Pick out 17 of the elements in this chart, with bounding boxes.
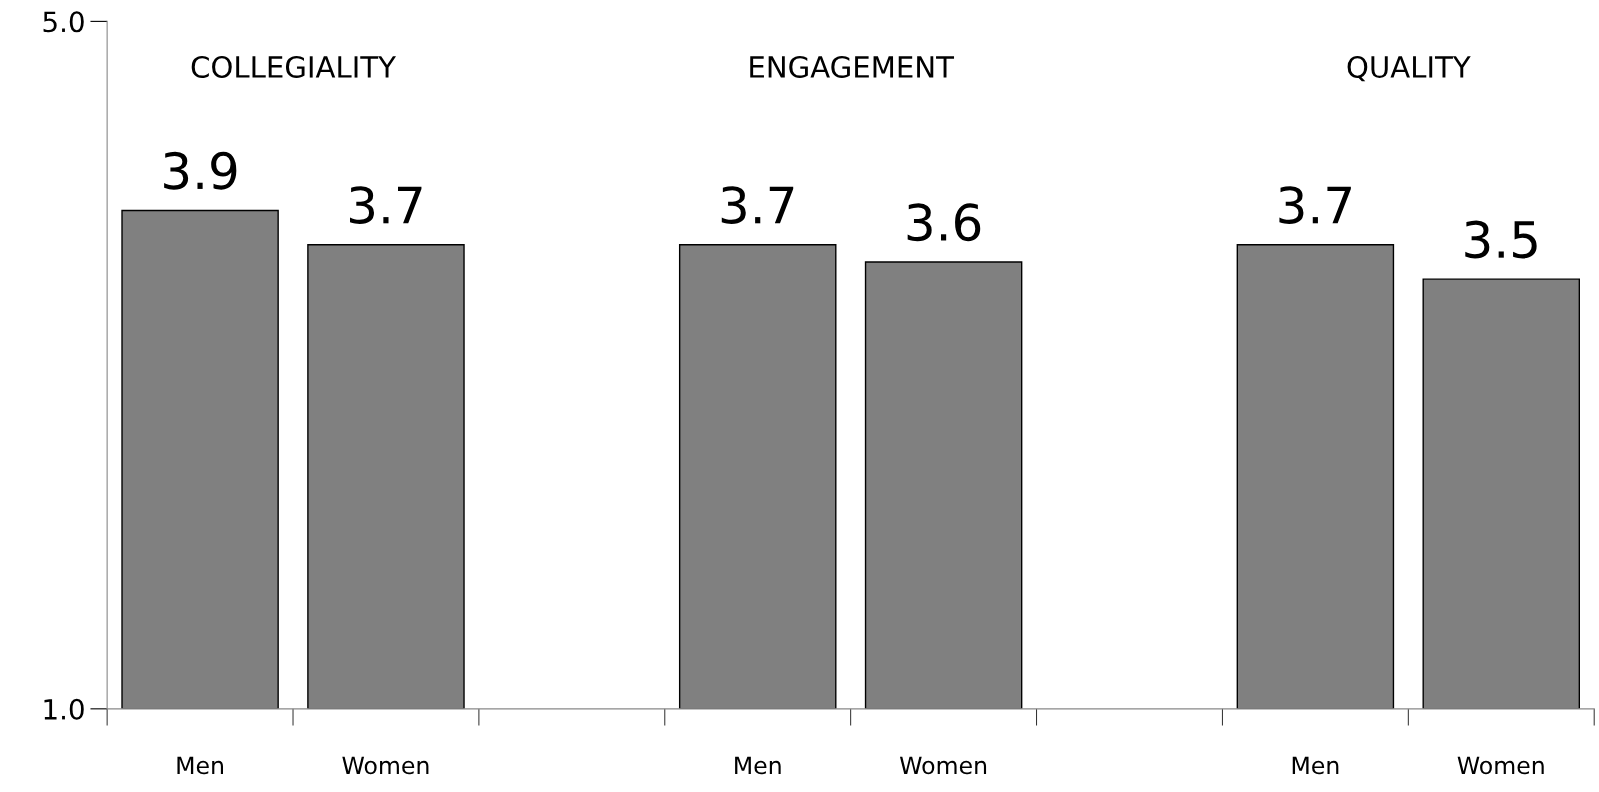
y-tick-label: 5.0	[43, 11, 84, 33]
data-label: 3.7	[350, 186, 422, 225]
data-label: 3.5	[1465, 220, 1537, 259]
annotation: QUALITY	[1347, 55, 1471, 82]
x-tick-label: Women	[342, 756, 429, 775]
x-tick-label: Women	[899, 756, 987, 775]
data-label: 3.7	[721, 186, 794, 225]
x-tick-label: Men	[735, 756, 781, 775]
data-label: 3.6	[907, 203, 981, 242]
annotation: COLLEGIALITY	[191, 55, 397, 78]
annotation: ENGAGEMENT	[750, 55, 955, 78]
data-label: 3.9	[164, 151, 237, 190]
x-tick-label: Women	[1457, 756, 1544, 775]
x-tick-label: Men	[1292, 756, 1339, 775]
data-label: 3.7	[1279, 186, 1351, 225]
x-tick-label: Men	[177, 756, 223, 775]
y-tick-label: 1.0	[44, 698, 84, 720]
